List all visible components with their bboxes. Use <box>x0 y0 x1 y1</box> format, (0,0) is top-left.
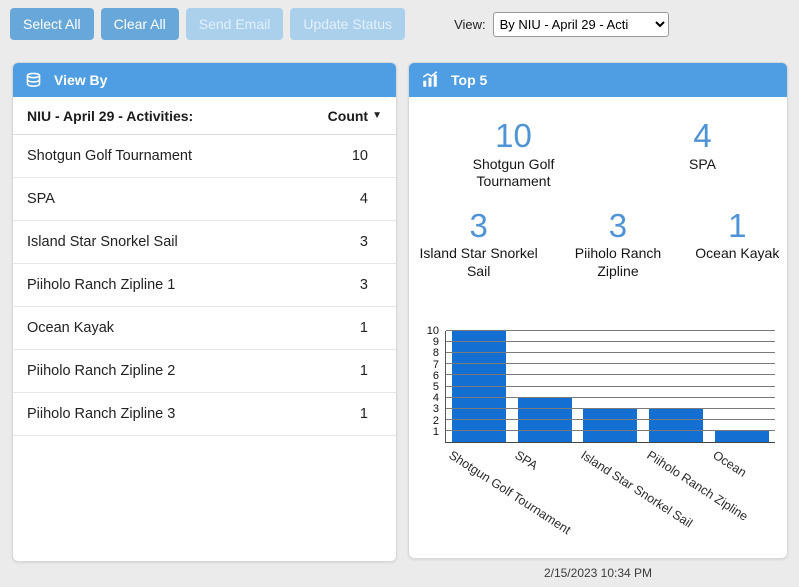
y-tick-label: 6 <box>432 369 439 382</box>
chart-plot <box>445 330 775 443</box>
table-row[interactable]: Piiholo Ranch Zipline 2 1 <box>13 350 396 393</box>
bar[interactable] <box>451 331 506 442</box>
y-tick-label: 2 <box>432 414 439 427</box>
stat-item: 1 Ocean Kayak <box>692 206 782 281</box>
activity-count: 3 <box>359 277 368 293</box>
bar-chart-icon <box>421 71 439 89</box>
sort-desc-icon: ▼ <box>372 110 382 121</box>
gridline <box>446 374 775 376</box>
table-row[interactable]: Ocean Kayak 1 <box>13 307 396 350</box>
activity-name: Piiholo Ranch Zipline 2 <box>27 363 176 379</box>
stat-label: SPA <box>689 155 716 172</box>
y-tick-label: 7 <box>432 358 439 371</box>
send-email-button[interactable]: Send Email <box>185 8 284 40</box>
gridline <box>446 407 775 409</box>
bar-slot <box>709 331 775 442</box>
stat-item: 4 SPA <box>658 117 748 191</box>
view-by-panel-title: View By <box>54 72 108 88</box>
gridline <box>446 352 775 354</box>
view-label: View: <box>454 16 486 32</box>
stat-value: 1 <box>728 206 747 244</box>
top5-panel-title: Top 5 <box>451 72 488 88</box>
activities-column-header: NIU - April 29 - Activities: <box>27 107 194 124</box>
bar[interactable] <box>715 430 770 442</box>
stat-item: 10 Shotgun Golf Tournament <box>449 117 579 191</box>
view-select[interactable]: By NIU - April 29 - Acti <box>492 11 669 37</box>
stat-value: 10 <box>495 117 532 154</box>
table-row[interactable]: Piiholo Ranch Zipline 1 3 <box>13 264 396 307</box>
activity-count: 3 <box>359 234 368 250</box>
stat-label: Ocean Kayak <box>695 245 780 262</box>
top5-panel: Top 5 10 Shotgun Golf Tournament 4 SPA 3… <box>408 62 788 559</box>
x-tick-label: Shotgun Golf Tournament <box>446 448 574 538</box>
database-icon <box>25 72 42 89</box>
stat-item: 3 Piiholo Ranch Zipline <box>553 206 683 281</box>
x-tick-label: Island Star Snorkel Sail <box>578 448 695 531</box>
stat-item: 3 Island Star Snorkel Sail <box>414 206 544 281</box>
y-tick-label: 5 <box>432 381 439 393</box>
count-sort-header[interactable]: Count ▼ <box>328 108 382 124</box>
toolbar: Select All Clear All Send Email Update S… <box>10 8 789 40</box>
stat-label: Shotgun Golf Tournament <box>472 155 555 190</box>
clear-all-button[interactable]: Clear All <box>100 8 179 40</box>
stat-value: 3 <box>608 206 628 244</box>
select-all-button[interactable]: Select All <box>10 8 94 40</box>
chart-bars <box>446 331 775 442</box>
gridline <box>446 418 775 420</box>
table-row[interactable]: Shotgun Golf Tournament 10 <box>13 135 396 178</box>
timestamp: 2/15/2023 10:34 PM <box>543 566 653 580</box>
top5-stats-row-2: 3 Island Star Snorkel Sail 3 Piiholo Ran… <box>409 206 787 281</box>
view-by-panel: View By NIU - April 29 - Activities: Cou… <box>12 62 397 562</box>
stat-value: 3 <box>469 206 488 244</box>
x-tick-label: SPA <box>512 448 541 473</box>
chart-x-labels: Shotgun Golf Tournament SPA Island Star Sn… <box>445 445 775 551</box>
count-column-header: Count <box>327 107 369 124</box>
activity-count: 1 <box>359 363 368 379</box>
gridline <box>446 330 775 331</box>
view-by-panel-header: View By <box>13 63 396 97</box>
chart-y-axis: 1 2 3 4 5 6 7 8 9 10 <box>417 325 441 443</box>
y-tick-label: 9 <box>432 336 439 349</box>
y-tick-label: 4 <box>432 392 439 405</box>
activity-count: 10 <box>351 148 368 164</box>
activity-name: Ocean Kayak <box>27 320 115 336</box>
update-status-button[interactable]: Update Status <box>290 8 406 40</box>
gridline <box>446 396 775 398</box>
activity-name: Island Star Snorkel Sail <box>27 234 178 250</box>
top5-panel-header: Top 5 <box>409 63 787 97</box>
bar-slot <box>512 331 578 442</box>
y-tick-label: 8 <box>432 347 439 360</box>
gridline <box>446 363 775 365</box>
stat-value: 4 <box>693 117 712 154</box>
bar[interactable] <box>649 408 704 442</box>
y-tick-label: 3 <box>432 403 439 416</box>
table-row[interactable]: SPA 4 <box>13 178 396 221</box>
activity-count: 1 <box>359 406 368 422</box>
bar-slot <box>578 331 644 442</box>
activity-count: 4 <box>359 191 368 207</box>
table-row[interactable]: Piiholo Ranch Zipline 3 1 <box>13 393 396 436</box>
view-selector-group: View: By NIU - April 29 - Acti <box>454 11 669 37</box>
activity-name: Piiholo Ranch Zipline 1 <box>27 277 176 293</box>
x-tick-label: Ocean <box>710 448 749 480</box>
gridline <box>446 341 775 343</box>
activity-name: Piiholo Ranch Zipline 3 <box>27 406 176 422</box>
top5-stats-row-1: 10 Shotgun Golf Tournament 4 SPA <box>409 117 787 191</box>
bar[interactable] <box>583 408 638 442</box>
table-row[interactable]: Island Star Snorkel Sail 3 <box>13 221 396 264</box>
activity-count: 1 <box>359 320 368 336</box>
y-tick-label: 10 <box>426 325 439 337</box>
activity-name: SPA <box>27 191 55 207</box>
stat-label: Piiholo Ranch Zipline <box>574 245 662 279</box>
gridline <box>446 429 775 431</box>
bar-slot <box>643 331 709 442</box>
activity-name: Shotgun Golf Tournament <box>27 148 192 164</box>
bar-chart: 1 2 3 4 5 6 7 8 9 10 Shotgun Golf Tournament SPA Is… <box>417 325 781 553</box>
stat-label: Island Star Snorkel Sail <box>419 245 538 279</box>
gridline <box>446 385 775 387</box>
bar-slot <box>446 331 512 442</box>
table-header-row: NIU - April 29 - Activities: Count ▼ <box>13 97 396 135</box>
y-tick-label: 1 <box>432 425 439 438</box>
